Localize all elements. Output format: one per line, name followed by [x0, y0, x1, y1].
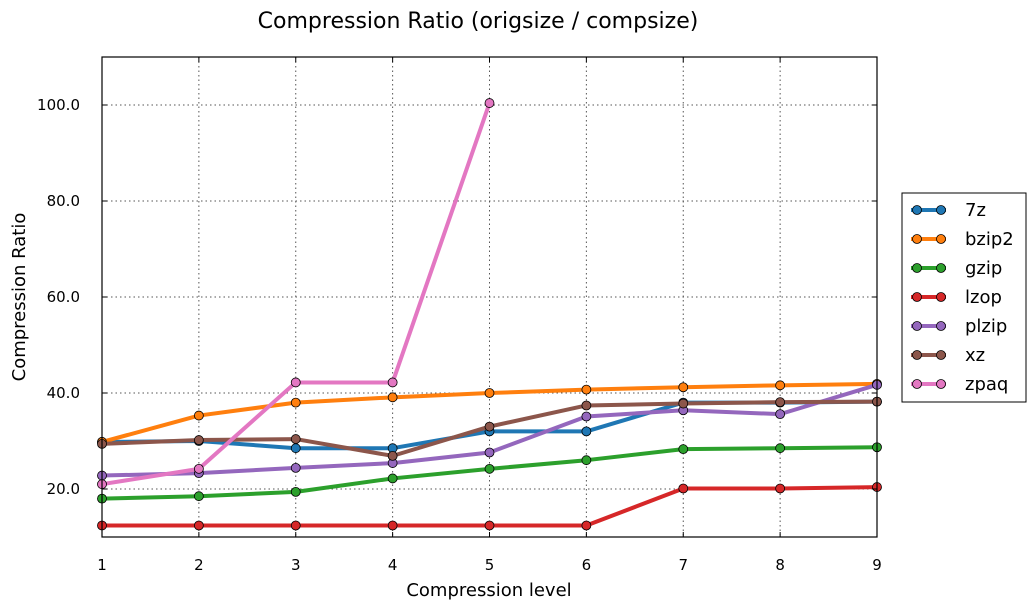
data-point-lzop [678, 483, 689, 494]
data-point-plzip [484, 447, 495, 458]
legend-marker-zpaq [912, 379, 922, 389]
y-tick-label: 80.0 [47, 192, 80, 210]
data-point-lzop [193, 520, 204, 531]
legend-marker-bzip2 [936, 234, 946, 244]
legend-label-zpaq: zpaq [965, 374, 1008, 395]
data-point-bzip2 [290, 397, 301, 408]
x-tick-label: 4 [388, 556, 398, 574]
legend-marker-zpaq [936, 379, 946, 389]
data-point-lzop [290, 520, 301, 531]
series-lines [97, 98, 882, 531]
data-point-gzip [775, 443, 786, 454]
y-tick-label: 100.0 [37, 96, 80, 114]
legend-marker-lzop [912, 292, 922, 302]
x-tick-label: 8 [775, 556, 785, 574]
data-point-bzip2 [678, 382, 689, 393]
data-point-xz [678, 398, 689, 409]
data-point-lzop [581, 520, 592, 531]
data-point-gzip [290, 486, 301, 497]
x-axis-label: Compression level [406, 580, 571, 601]
data-point-xz [581, 400, 592, 411]
data-point-plzip [581, 411, 592, 422]
legend-label-lzop: lzop [965, 287, 1002, 308]
data-point-xz [484, 421, 495, 432]
data-point-xz [775, 397, 786, 408]
legend-marker-xz [912, 350, 922, 360]
data-point-bzip2 [775, 380, 786, 391]
legend-label-plzip: plzip [965, 316, 1007, 337]
data-point-plzip [775, 409, 786, 420]
x-tick-label: 1 [97, 556, 107, 574]
y-tick-label: 20.0 [47, 480, 80, 498]
data-point-xz [193, 435, 204, 445]
data-point-gzip [678, 444, 689, 455]
data-point-lzop [484, 520, 495, 531]
data-point-7z [290, 443, 301, 454]
data-point-zpaq [193, 463, 204, 474]
legend-label-xz: xz [965, 345, 985, 366]
data-point-xz [387, 450, 398, 461]
data-point-7z [581, 426, 592, 437]
legend-marker-7z [936, 205, 946, 215]
data-point-lzop [775, 483, 786, 494]
data-point-gzip [387, 473, 398, 484]
legend-marker-plzip [936, 321, 946, 331]
data-point-plzip [290, 462, 301, 473]
data-point-zpaq [290, 377, 301, 388]
data-point-xz [290, 434, 301, 444]
legend-marker-gzip [936, 263, 946, 273]
x-tick-label: 3 [291, 556, 301, 574]
legend-marker-bzip2 [912, 234, 922, 244]
data-point-gzip [193, 491, 204, 502]
data-point-bzip2 [484, 388, 495, 398]
legend-marker-xz [936, 350, 946, 360]
legend-marker-plzip [912, 321, 922, 331]
x-tick-label: 9 [872, 556, 882, 574]
legend-label-gzip: gzip [965, 258, 1002, 279]
axis-ticks: 1 2 3 4 5 6 7 8 9 20.0 40.0 60.0 80.0 100.0 [37, 57, 882, 574]
legend-marker-gzip [912, 263, 922, 273]
data-point-bzip2 [193, 410, 204, 421]
data-point-gzip [581, 455, 592, 466]
legend-marker-7z [912, 205, 922, 215]
x-tick-label: 5 [485, 556, 495, 574]
data-point-zpaq [387, 377, 398, 388]
data-point-gzip [484, 463, 495, 474]
y-axis-label: Compression Ratio [9, 213, 30, 382]
legend-label-7z: 7z [965, 200, 986, 221]
data-point-bzip2 [581, 384, 592, 395]
y-tick-label: 40.0 [47, 384, 80, 402]
x-tick-label: 2 [194, 556, 204, 574]
legend: 7z bzip2 gzip lzop plzip xz zpaq [901, 192, 1027, 403]
y-tick-label: 60.0 [47, 288, 80, 306]
legend-label-bzip2: bzip2 [965, 229, 1014, 250]
x-tick-label: 6 [582, 556, 592, 574]
chart-title: Compression Ratio (origsize / compsize) [258, 9, 699, 34]
legend-marker-lzop [936, 292, 946, 302]
series-line-lzop [102, 485, 878, 528]
data-point-bzip2 [387, 392, 398, 403]
x-tick-label: 7 [678, 556, 688, 574]
data-point-lzop [387, 520, 398, 531]
data-point-zpaq [484, 98, 495, 108]
